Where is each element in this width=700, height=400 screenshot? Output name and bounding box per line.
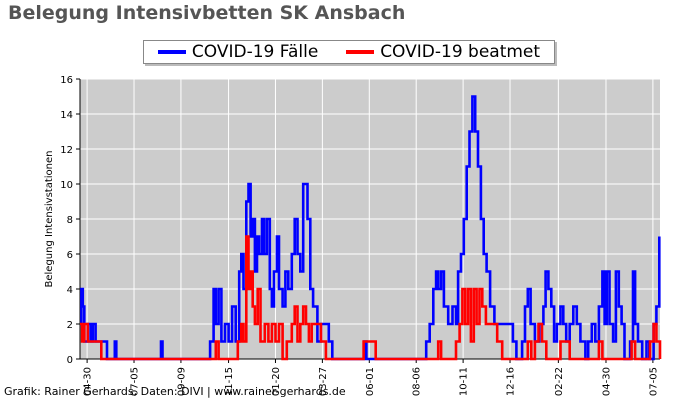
y-tick-label: 0 — [67, 355, 73, 366]
legend-swatch-beatmet — [346, 50, 375, 54]
y-axis-label: Belegung Intensivstationen — [44, 150, 55, 287]
legend-label-faelle: COVID-19 Fälle — [191, 42, 319, 62]
x-tick-label: 12-16 — [506, 367, 517, 396]
series-line-faelle — [80, 95, 661, 361]
y-tick-label: 8 — [67, 215, 73, 226]
x-tick-label: 11-15 — [224, 367, 235, 396]
footer-credit: Grafik: Rainer Gerhards, Daten: DIVI | w… — [4, 385, 346, 398]
x-tick-label: 08-06 — [412, 367, 423, 396]
legend: COVID-19 Fälle COVID-19 beatmet — [143, 40, 555, 64]
x-tick-label: 10-11 — [459, 367, 470, 396]
legend-label-beatmet: COVID-19 beatmet — [380, 42, 541, 62]
series-line-beatmet — [80, 235, 662, 361]
x-tick-label: 04-30 — [601, 367, 612, 396]
x-tick-label: 06-01 — [365, 367, 376, 396]
y-tick-label: 4 — [67, 285, 73, 296]
chart-title: Belegung Intensivbetten SK Ansbach — [8, 2, 406, 24]
legend-item-faelle: COVID-19 Fälle — [157, 42, 319, 62]
x-tick-label: 03-27 — [318, 367, 329, 396]
x-tick-label: 09-09 — [176, 367, 187, 396]
x-tick-label: 01-20 — [271, 367, 282, 396]
y-tick-label: 10 — [60, 180, 73, 191]
y-tick-label: 16 — [60, 75, 73, 86]
legend-item-beatmet: COVID-19 beatmet — [346, 42, 540, 62]
x-tick-label: 04-30 — [83, 367, 94, 396]
x-tick-label: 07-05 — [648, 367, 659, 396]
y-tick-label: 12 — [60, 145, 73, 156]
legend-swatch-faelle — [157, 50, 186, 54]
x-tick-label: 07-05 — [130, 367, 141, 396]
y-tick-label: 2 — [67, 320, 73, 331]
x-tick-label: 02-22 — [554, 367, 565, 396]
y-tick-label: 6 — [67, 250, 73, 261]
y-tick-label: 14 — [60, 110, 73, 121]
